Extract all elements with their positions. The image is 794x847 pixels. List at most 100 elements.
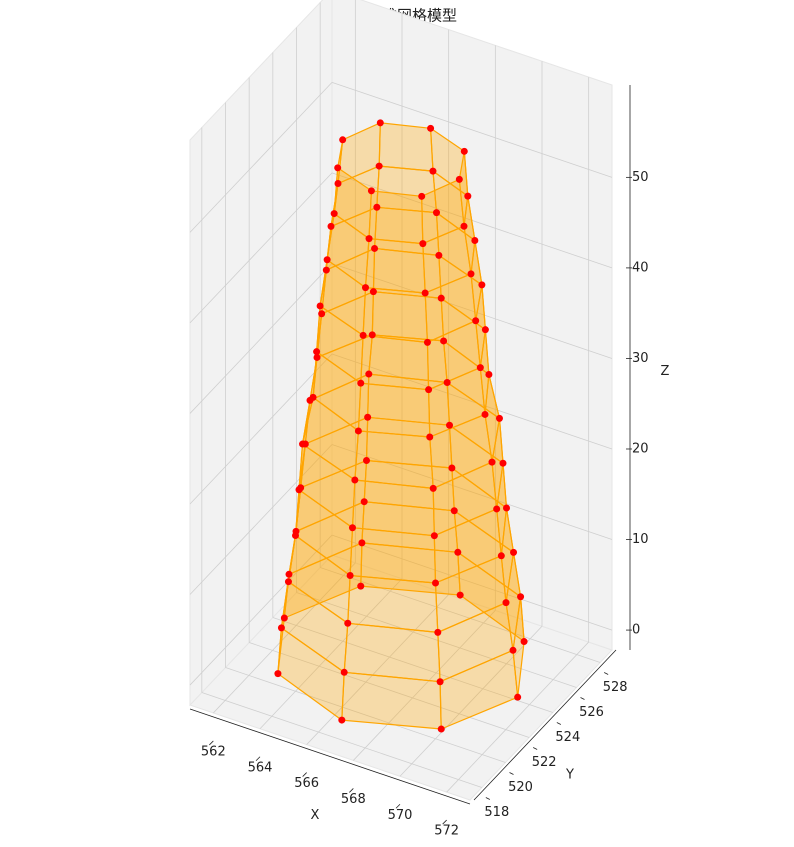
vertex (360, 498, 368, 506)
grid-line (331, 81, 613, 178)
vertex (369, 288, 377, 296)
vertex (520, 638, 528, 646)
vertex (418, 192, 426, 200)
mesh-face (357, 382, 431, 438)
vertex (309, 393, 317, 401)
x-tick-label: 566 (294, 776, 319, 791)
grid-line (189, 444, 333, 595)
tick-mark (580, 697, 585, 700)
mesh-face (368, 190, 424, 245)
x-tick-label: 570 (388, 808, 413, 823)
vertex (495, 414, 503, 422)
vertex (443, 378, 451, 386)
vertex (295, 486, 303, 494)
vertex (460, 222, 468, 230)
vertex (323, 256, 331, 264)
vertex (454, 548, 462, 556)
vertex (354, 427, 362, 435)
vertex (426, 433, 434, 441)
y-axis-label: Y (565, 768, 574, 783)
tick-mark (302, 772, 307, 777)
grid-line (306, 594, 449, 745)
y-tick-label: 520 (508, 780, 533, 795)
vertex (481, 326, 489, 334)
x-tick-label: 562 (201, 744, 226, 759)
vertex (429, 167, 437, 175)
y-tick-label: 518 (484, 805, 509, 820)
vertex (334, 164, 342, 172)
grid-line (296, 592, 577, 688)
grid-line (272, 617, 553, 713)
mesh-face (341, 671, 442, 730)
vertex (371, 244, 379, 252)
vertex (330, 210, 338, 218)
vertex (436, 678, 444, 686)
z-tick-label: 0 (632, 623, 640, 638)
vertex (344, 619, 352, 627)
grid-line (320, 567, 601, 663)
vertex (460, 147, 468, 155)
vertex (450, 507, 458, 515)
z-tick-label: 10 (632, 532, 649, 547)
vertex (362, 284, 369, 292)
vertex (502, 599, 510, 607)
vertex (292, 532, 299, 540)
tick-mark (395, 803, 401, 809)
vertex (348, 524, 356, 532)
y-tick-label: 524 (555, 730, 580, 745)
vertex (338, 716, 346, 724)
vertex (456, 591, 464, 599)
vertex (433, 209, 440, 217)
vertex (435, 251, 443, 259)
vertex (517, 593, 525, 601)
vertex (358, 539, 366, 547)
grid-line (189, 82, 333, 233)
grid-line (249, 642, 530, 738)
vertex (464, 192, 472, 200)
grid-line (259, 578, 403, 730)
x-tick-label: 568 (341, 792, 366, 807)
vertex (313, 348, 321, 356)
vertex (478, 281, 486, 289)
vertex (434, 628, 442, 636)
vertex (313, 353, 321, 361)
y-tick-label: 526 (579, 705, 604, 720)
y-tick-label: 528 (603, 680, 628, 695)
vertex (430, 532, 438, 540)
vertex (334, 179, 342, 187)
vertex (285, 570, 293, 578)
vertex (284, 578, 292, 586)
tick-mark (255, 756, 261, 762)
mesh-face (351, 479, 435, 537)
vertex (357, 582, 365, 590)
grid-line (225, 667, 506, 763)
mesh-face (349, 527, 437, 584)
grid-line (189, 263, 333, 414)
grid-line (399, 625, 543, 777)
grid-line (331, 353, 613, 450)
vertex (497, 552, 505, 560)
vertex (316, 302, 324, 310)
vertex (423, 338, 431, 346)
vertex (277, 624, 285, 632)
vertex (351, 476, 359, 484)
vertex (485, 370, 493, 378)
vertex (440, 337, 448, 345)
vertex (429, 484, 437, 492)
vertex (481, 410, 489, 418)
vertex (280, 614, 288, 622)
vertex (327, 222, 335, 230)
grid-line (353, 610, 496, 761)
x-axis (189, 708, 471, 805)
vertex (340, 668, 348, 676)
vertex (367, 187, 375, 195)
vertex (359, 331, 367, 339)
vertex (446, 421, 454, 429)
vertex (376, 119, 384, 127)
vertex (471, 237, 479, 245)
vertex (364, 413, 372, 421)
tick-mark (603, 672, 609, 675)
tick-mark (485, 797, 491, 800)
vertex (363, 457, 370, 465)
tick-mark (209, 740, 214, 746)
